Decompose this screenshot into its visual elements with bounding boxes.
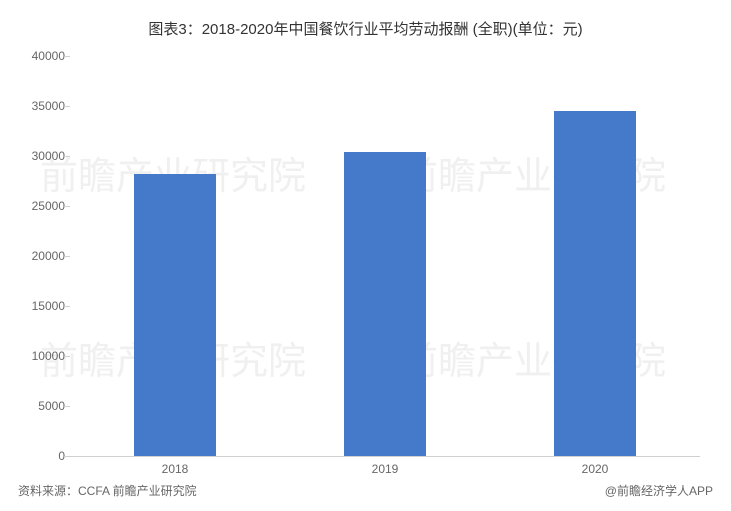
y-tick-mark bbox=[64, 106, 70, 107]
y-tick-mark bbox=[64, 456, 70, 457]
source-text: 资料来源：CCFA 前瞻产业研究院 bbox=[18, 482, 197, 499]
y-tick-label: 15000 bbox=[32, 299, 65, 313]
baseline bbox=[70, 456, 700, 457]
y-tick-mark bbox=[64, 306, 70, 307]
y-tick-mark bbox=[64, 206, 70, 207]
y-tick-label: 20000 bbox=[32, 249, 65, 263]
chart-container: 前瞻产业研究院 前瞻产业研究院 前瞻产业研究院 前瞻产业研究院 图表3：2018… bbox=[0, 0, 731, 511]
chart-title: 图表3：2018-2020年中国餐饮行业平均劳动报酬 (全职)(单位：元) bbox=[0, 18, 731, 39]
y-tick-mark bbox=[64, 356, 70, 357]
y-tick-mark bbox=[64, 406, 70, 407]
x-tick-label: 2018 bbox=[162, 462, 189, 476]
y-tick-label: 10000 bbox=[32, 349, 65, 363]
y-tick-label: 40000 bbox=[32, 49, 65, 63]
y-tick-label: 25000 bbox=[32, 199, 65, 213]
bar bbox=[134, 174, 216, 456]
x-tick-label: 2019 bbox=[372, 462, 399, 476]
bar bbox=[344, 152, 426, 456]
y-tick-mark bbox=[64, 156, 70, 157]
bar bbox=[554, 111, 636, 456]
x-tick-label: 2020 bbox=[582, 462, 609, 476]
y-tick-label: 5000 bbox=[38, 399, 65, 413]
attribution-text: @前瞻经济学人APP bbox=[605, 482, 713, 499]
y-tick-mark bbox=[64, 256, 70, 257]
y-tick-label: 35000 bbox=[32, 99, 65, 113]
y-tick-label: 30000 bbox=[32, 149, 65, 163]
y-tick-mark bbox=[64, 56, 70, 57]
